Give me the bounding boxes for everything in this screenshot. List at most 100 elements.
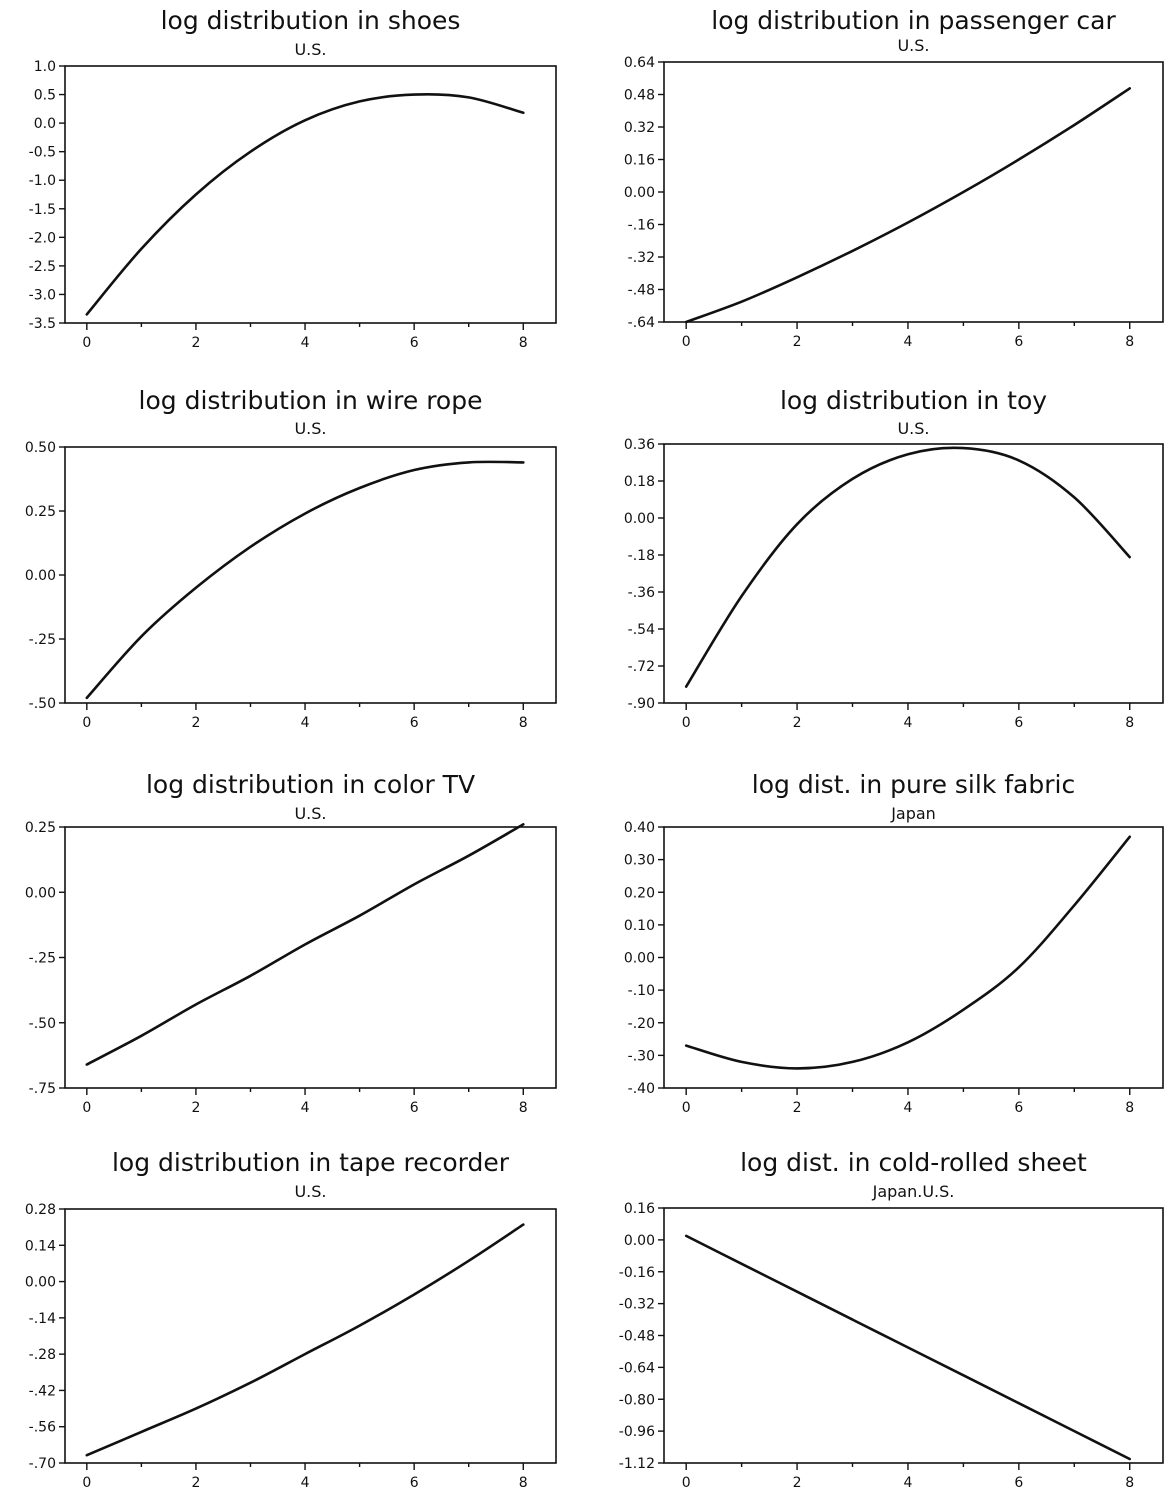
x-tick-label: 8 [519,335,528,351]
x-tick-label: 6 [410,1100,419,1116]
y-tick-label: -1.0 [29,173,56,189]
x-tick-label: 6 [410,335,419,351]
x-tick-label: 8 [1125,1475,1134,1491]
chart-title: log dist. in pure silk fabric [751,770,1076,799]
y-tick-label: -.25 [29,951,56,967]
x-tick-label: 2 [793,1100,802,1116]
y-tick-label: -0.48 [619,1329,655,1345]
x-tick-label: 8 [519,715,528,731]
y-tick-label: 0.16 [624,1201,655,1217]
x-tick-label: 4 [903,715,912,731]
y-tick-label: 0.14 [25,1238,56,1254]
y-tick-label: 0.00 [624,1233,655,1249]
x-tick-label: 2 [191,715,200,731]
y-tick-label: -.90 [628,696,655,712]
y-tick-label: -0.80 [619,1392,655,1408]
y-tick-label: 0.00 [624,951,655,967]
y-tick-label: -.20 [628,1016,655,1032]
y-tick-label: -.30 [628,1048,655,1064]
chart-title: log distribution in wire rope [138,386,483,415]
chart-title: log distribution in shoes [160,6,461,35]
series-line [85,460,525,700]
x-tick-label: 8 [1125,1100,1134,1116]
x-tick-label: 4 [301,1475,310,1491]
y-tick-label: -0.96 [619,1424,655,1440]
y-tick-label: -1.5 [29,202,56,218]
x-tick-label: 2 [191,335,200,351]
y-tick-label: 0.25 [25,820,56,836]
y-tick-label: -.70 [29,1456,56,1472]
y-tick-label: 0.00 [25,885,56,901]
y-tick-label: 0.10 [624,918,655,934]
plot-frame [64,446,557,704]
x-tick-label: 4 [301,715,310,731]
x-tick-label: 4 [301,335,310,351]
y-tick-label: 0.40 [624,820,655,836]
x-tick-label: 2 [793,1475,802,1491]
y-tick-label: 0.18 [624,474,655,490]
x-tick-label: 0 [82,335,91,351]
y-tick-label: -.50 [29,1016,56,1032]
y-tick-label: 0.00 [25,1275,56,1291]
y-tick-label: 1.0 [34,59,56,75]
x-tick-label: 2 [793,715,802,731]
y-tick-label: -.40 [628,1081,655,1097]
y-tick-label: 0.20 [624,885,655,901]
chart-title: log distribution in tape recorder [111,1148,510,1177]
plot-frame [663,61,1164,323]
x-tick-label: 4 [903,334,912,350]
y-tick-label: -.42 [29,1383,56,1399]
chart-title: log distribution in passenger car [711,6,1116,35]
y-tick-label: -.50 [29,696,56,712]
y-tick-label: -2.5 [29,259,56,275]
y-tick-label: -.14 [29,1311,56,1327]
y-tick-label: -.48 [628,283,655,299]
series-line [684,87,1131,324]
plot-frame [663,826,1164,1089]
x-tick-label: 6 [410,715,419,731]
y-tick-label: -.28 [29,1347,56,1363]
x-tick-label: 8 [1125,334,1134,350]
y-tick-label: 0.00 [624,511,655,527]
x-tick-label: 8 [519,1475,528,1491]
x-tick-label: 6 [1014,1100,1023,1116]
y-tick-label: -.56 [29,1420,56,1436]
y-tick-label: -.64 [628,315,655,331]
x-tick-label: 0 [682,715,691,731]
plot-frame [64,65,557,324]
y-tick-label: -.72 [628,659,655,675]
y-tick-label: -1.12 [619,1456,655,1472]
x-tick-label: 4 [903,1475,912,1491]
y-tick-label: -.75 [29,1081,56,1097]
y-tick-label: -.54 [628,622,655,638]
y-tick-label: 0.25 [25,504,56,520]
series-line [684,835,1131,1070]
y-tick-label: -.25 [29,632,56,648]
x-tick-label: 4 [903,1100,912,1116]
chart-subtitle: U.S. [294,40,327,59]
y-tick-label: 0.00 [25,568,56,584]
chart-subtitle: U.S. [897,36,930,55]
y-tick-label: 0.5 [34,88,56,104]
y-tick-label: -.32 [628,250,655,266]
x-tick-label: 6 [410,1475,419,1491]
y-tick-label: -.10 [628,983,655,999]
y-tick-label: 0.64 [624,55,655,71]
series-line [684,1234,1131,1461]
y-tick-label: 0.28 [25,1202,56,1218]
y-tick-label: 0.36 [624,437,655,453]
plot-frame [663,443,1164,704]
chart-subtitle: Japan.U.S. [872,1182,955,1201]
y-tick-label: -0.5 [29,145,56,161]
x-tick-label: 6 [1014,334,1023,350]
y-tick-label: 0.0 [34,116,56,132]
chart-subtitle: U.S. [294,804,327,823]
plot-frame [663,1207,1164,1464]
x-tick-label: 0 [82,1100,91,1116]
